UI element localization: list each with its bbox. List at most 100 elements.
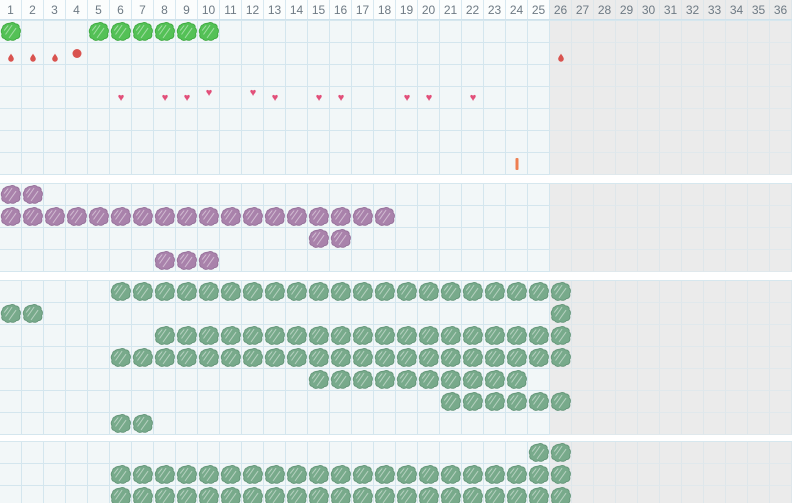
day-cell[interactable] bbox=[682, 303, 704, 325]
day-cell[interactable] bbox=[396, 65, 418, 87]
day-cell[interactable] bbox=[374, 442, 396, 464]
day-cell[interactable] bbox=[22, 206, 44, 228]
day-cell[interactable] bbox=[748, 347, 770, 369]
day-cell[interactable] bbox=[572, 442, 594, 464]
day-cell[interactable] bbox=[176, 347, 198, 369]
day-cell[interactable] bbox=[726, 325, 748, 347]
day-cell[interactable] bbox=[352, 184, 374, 206]
day-cell[interactable] bbox=[88, 184, 110, 206]
day-cell[interactable] bbox=[462, 369, 484, 391]
day-cell[interactable] bbox=[660, 464, 682, 486]
day-cell[interactable] bbox=[550, 21, 572, 43]
day-cell[interactable] bbox=[154, 369, 176, 391]
day-cell[interactable] bbox=[528, 109, 550, 131]
day-cell[interactable] bbox=[330, 65, 352, 87]
day-cell[interactable] bbox=[154, 206, 176, 228]
day-cell[interactable] bbox=[44, 87, 66, 109]
day-cell[interactable] bbox=[462, 131, 484, 153]
day-cell[interactable] bbox=[264, 325, 286, 347]
day-cell[interactable] bbox=[682, 413, 704, 435]
day-cell[interactable] bbox=[550, 65, 572, 87]
day-cell[interactable] bbox=[330, 413, 352, 435]
day-cell[interactable] bbox=[462, 65, 484, 87]
day-cell[interactable] bbox=[110, 369, 132, 391]
day-cell[interactable] bbox=[44, 303, 66, 325]
day-cell[interactable] bbox=[88, 206, 110, 228]
day-cell[interactable] bbox=[748, 184, 770, 206]
day-cell[interactable] bbox=[704, 442, 726, 464]
day-cell[interactable] bbox=[506, 43, 528, 65]
day-cell[interactable] bbox=[132, 442, 154, 464]
day-cell[interactable] bbox=[154, 21, 176, 43]
day-cell[interactable] bbox=[198, 413, 220, 435]
day-cell[interactable] bbox=[22, 303, 44, 325]
day-cell[interactable] bbox=[638, 65, 660, 87]
day-cell[interactable] bbox=[660, 87, 682, 109]
day-cell[interactable] bbox=[748, 281, 770, 303]
day-cell[interactable] bbox=[594, 442, 616, 464]
day-cell[interactable] bbox=[242, 184, 264, 206]
day-cell[interactable] bbox=[660, 131, 682, 153]
day-cell[interactable] bbox=[396, 21, 418, 43]
day-cell[interactable] bbox=[506, 206, 528, 228]
day-cell[interactable] bbox=[528, 413, 550, 435]
day-cell[interactable] bbox=[352, 131, 374, 153]
day-cell[interactable] bbox=[66, 391, 88, 413]
day-cell[interactable] bbox=[308, 65, 330, 87]
day-cell[interactable] bbox=[682, 21, 704, 43]
day-cell[interactable] bbox=[132, 413, 154, 435]
day-cell[interactable] bbox=[770, 206, 792, 228]
day-cell[interactable] bbox=[726, 347, 748, 369]
day-cell[interactable] bbox=[418, 303, 440, 325]
day-cell[interactable] bbox=[572, 153, 594, 175]
day-cell[interactable] bbox=[616, 442, 638, 464]
day-cell[interactable] bbox=[418, 21, 440, 43]
day-cell[interactable] bbox=[462, 228, 484, 250]
day-cell[interactable] bbox=[110, 413, 132, 435]
day-cell[interactable] bbox=[770, 184, 792, 206]
day-cell[interactable] bbox=[726, 206, 748, 228]
day-cell[interactable] bbox=[132, 250, 154, 272]
day-cell[interactable] bbox=[616, 486, 638, 503]
day-cell[interactable] bbox=[616, 131, 638, 153]
day-cell[interactable] bbox=[22, 442, 44, 464]
day-cell[interactable] bbox=[154, 65, 176, 87]
day-cell[interactable] bbox=[220, 153, 242, 175]
day-cell[interactable] bbox=[506, 442, 528, 464]
day-cell[interactable] bbox=[154, 184, 176, 206]
day-cell[interactable] bbox=[726, 228, 748, 250]
day-cell[interactable] bbox=[44, 184, 66, 206]
day-cell[interactable] bbox=[352, 486, 374, 503]
day-cell[interactable] bbox=[572, 131, 594, 153]
day-cell[interactable] bbox=[440, 486, 462, 503]
day-cell[interactable] bbox=[242, 131, 264, 153]
day-cell[interactable] bbox=[308, 206, 330, 228]
day-cell[interactable] bbox=[484, 131, 506, 153]
day-cell[interactable] bbox=[0, 325, 22, 347]
day-cell[interactable] bbox=[330, 43, 352, 65]
day-cell[interactable] bbox=[286, 250, 308, 272]
day-cell[interactable] bbox=[770, 442, 792, 464]
day-cell[interactable] bbox=[176, 153, 198, 175]
day-cell[interactable] bbox=[176, 303, 198, 325]
day-cell[interactable] bbox=[550, 347, 572, 369]
day-cell[interactable] bbox=[528, 65, 550, 87]
day-cell[interactable] bbox=[704, 486, 726, 503]
day-cell[interactable] bbox=[308, 442, 330, 464]
day-cell[interactable] bbox=[66, 21, 88, 43]
day-cell[interactable] bbox=[418, 153, 440, 175]
day-cell[interactable] bbox=[638, 413, 660, 435]
day-cell[interactable] bbox=[462, 391, 484, 413]
day-cell[interactable] bbox=[704, 184, 726, 206]
day-cell[interactable] bbox=[286, 281, 308, 303]
day-cell[interactable] bbox=[198, 303, 220, 325]
day-cell[interactable] bbox=[176, 206, 198, 228]
day-cell[interactable] bbox=[770, 87, 792, 109]
day-cell[interactable] bbox=[528, 442, 550, 464]
day-cell[interactable] bbox=[132, 391, 154, 413]
day-cell[interactable] bbox=[440, 303, 462, 325]
day-cell[interactable] bbox=[132, 21, 154, 43]
day-cell[interactable] bbox=[286, 325, 308, 347]
day-cell[interactable] bbox=[770, 65, 792, 87]
day-cell[interactable] bbox=[506, 281, 528, 303]
